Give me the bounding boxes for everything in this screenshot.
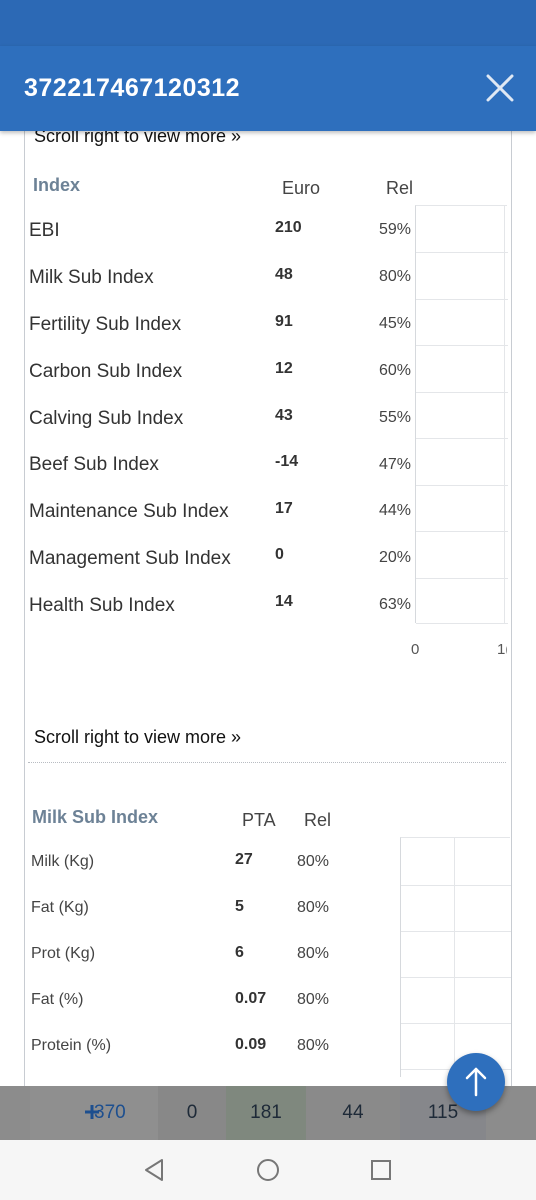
index-row-value: 12: [275, 360, 293, 377]
milk-row-label: Fat (Kg): [31, 899, 89, 916]
summary-cell: 181: [226, 1086, 306, 1140]
index-row-label: Management Sub Index: [29, 548, 231, 569]
index-row-rel: 60%: [379, 362, 412, 379]
back-icon[interactable]: [143, 1158, 165, 1182]
index-row-rel: 59%: [379, 221, 412, 238]
index-row-label: Milk Sub Index: [29, 267, 154, 288]
summary-value: 181: [250, 1102, 282, 1123]
page-title: 372217467120312: [24, 74, 241, 102]
milk-row-rel: 80%: [297, 1037, 330, 1054]
section-divider: [28, 762, 506, 763]
milk-row-rel: 80%: [297, 991, 330, 1008]
close-button[interactable]: [484, 72, 516, 104]
scroll-hint: Scroll right to view more »: [34, 727, 242, 747]
index-row-rel: 55%: [379, 409, 412, 426]
app-header: 372217467120312: [0, 46, 536, 131]
milk-row-value: 27: [235, 851, 253, 868]
summary-bar: 370 0 181 44 115: [0, 1086, 536, 1140]
summary-cell: 0: [158, 1086, 226, 1140]
milk-row-rel: 80%: [297, 945, 330, 962]
index-row-value: 14: [275, 593, 293, 610]
milk-row-value: 0.09: [235, 1036, 267, 1053]
index-row-rel: 45%: [379, 315, 412, 332]
index-row-value: 43: [275, 407, 293, 424]
index-row-rel: 63%: [379, 596, 412, 613]
milk-row-value: 0.07: [235, 990, 267, 1007]
index-chart-grid: [415, 205, 508, 624]
summary-cell: 44: [306, 1086, 400, 1140]
index-section-title: Index: [33, 175, 81, 195]
milk-chart-grid: [400, 837, 511, 1078]
scroll-hint: Scroll right to view more »: [34, 131, 242, 146]
index-row-value: 91: [275, 313, 293, 330]
milk-row-rel: 80%: [297, 853, 330, 870]
scroll-content[interactable]: Scroll right to view more » Index Euro R…: [0, 131, 536, 1086]
milk-row-label: Prot (Kg): [31, 945, 96, 962]
milk-section-title: Milk Sub Index: [32, 807, 159, 827]
index-row-value: 17: [275, 500, 293, 517]
index-row-rel: 47%: [379, 456, 412, 473]
index-row-label: Beef Sub Index: [29, 454, 159, 475]
pta-column-header: PTA: [242, 810, 276, 830]
index-row-rel: 44%: [379, 502, 412, 519]
close-icon: [486, 74, 514, 102]
index-row-value: -14: [275, 453, 299, 470]
index-row-value: 0: [275, 546, 284, 563]
index-row-label: EBI: [29, 220, 60, 241]
milk-row-rel: 80%: [297, 899, 330, 916]
index-row-label: Health Sub Index: [29, 595, 175, 616]
scroll-to-top-button[interactable]: [447, 1053, 505, 1111]
milk-row-value: 6: [235, 944, 244, 961]
index-row-rel: 80%: [379, 268, 412, 285]
milk-row-label: Fat (%): [31, 991, 84, 1008]
index-row-label: Carbon Sub Index: [29, 361, 183, 382]
plus-icon: [85, 1105, 99, 1119]
recents-icon[interactable]: [370, 1159, 392, 1181]
system-nav-bar: [0, 1140, 536, 1200]
summary-value: 115: [427, 1102, 459, 1123]
rel-column-header: Rel: [386, 178, 414, 198]
home-icon[interactable]: [256, 1158, 280, 1182]
index-row-label: Maintenance Sub Index: [29, 501, 229, 522]
index-row-label: Fertility Sub Index: [29, 314, 182, 335]
index-row-value: 210: [275, 219, 302, 236]
summary-value: 370: [94, 1102, 126, 1123]
milk-row-value: 5: [235, 898, 244, 915]
summary-cell[interactable]: 370: [30, 1086, 158, 1140]
milk-row-label: Milk (Kg): [31, 853, 95, 870]
card-panel: [24, 131, 512, 1086]
index-row-rel: 20%: [379, 549, 412, 566]
summary-value: 44: [342, 1102, 364, 1123]
rel-column-header: Rel: [304, 810, 332, 830]
milk-row-label: Protein (%): [31, 1037, 112, 1054]
status-bar: [0, 0, 536, 46]
arrow-up-icon: [465, 1067, 487, 1097]
summary-value: 0: [186, 1102, 198, 1123]
axis-tick-label: 0: [411, 641, 420, 658]
axis-tick-label: 1(: [497, 641, 507, 658]
index-row-value: 48: [275, 266, 293, 283]
euro-column-header: Euro: [282, 178, 321, 198]
index-row-label: Calving Sub Index: [29, 408, 184, 429]
